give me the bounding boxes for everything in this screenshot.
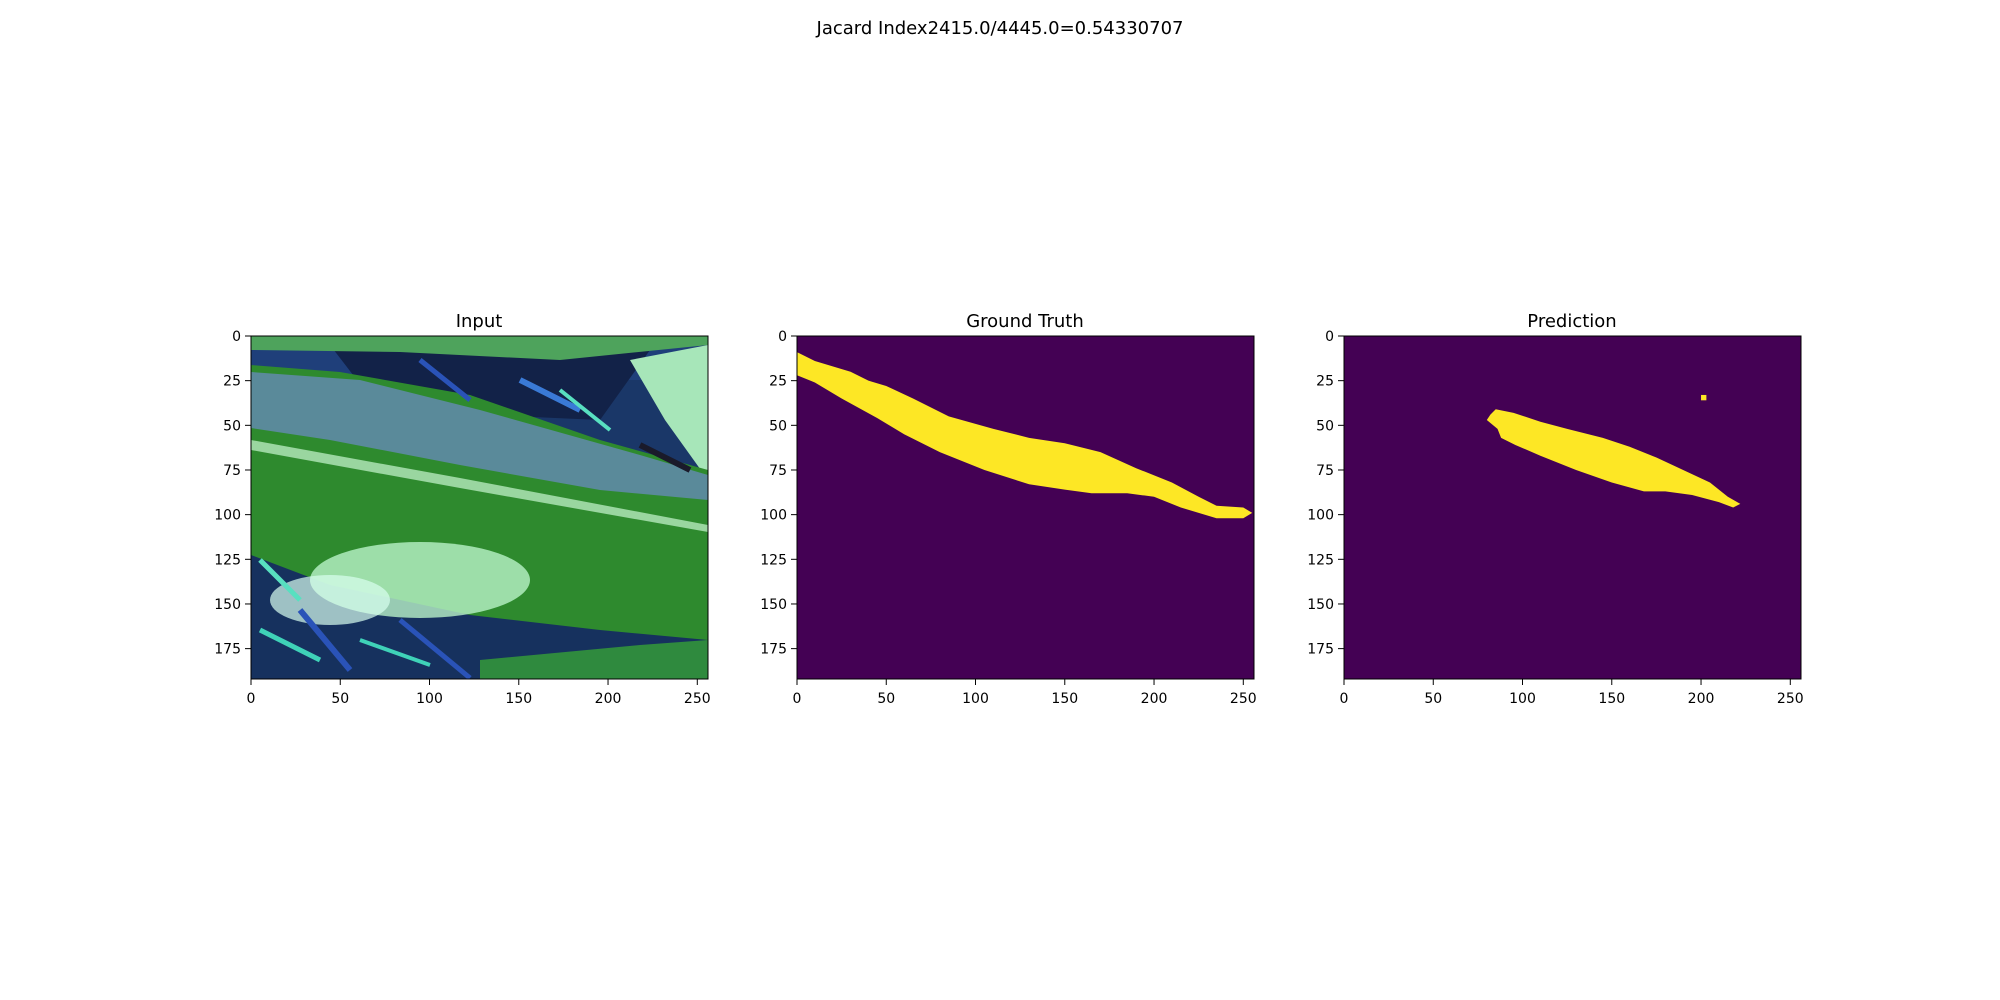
prediction-xtick-label: 0 [1340,691,1349,707]
prediction-ytick-label: 100 [1307,508,1334,524]
prediction-panel: Prediction 0 50 100 150 200 250 0 25 50 75 100 125 1… [1307,311,1803,707]
prediction-xtick-label: 50 [1424,691,1442,707]
input-xtick-label: 200 [595,691,622,707]
ground-truth-xtick-label: 100 [962,691,989,707]
ground-truth-axes-frame [796,335,1255,680]
prediction-ytick-label: 25 [1316,374,1334,390]
input-panel: Input [214,311,710,707]
input-ytick-label: 150 [214,597,241,613]
ground-truth-ytick-label: 175 [760,642,787,658]
prediction-xtick-label: 100 [1509,691,1536,707]
ground-truth-ytick-label: 25 [769,374,787,390]
prediction-mask-background [1344,336,1801,679]
ground-truth-mask-region [797,352,1253,519]
input-ytick-label: 100 [214,508,241,524]
input-xtick-label: 150 [505,691,532,707]
figure-suptitle: Jacard Index2415.0/4445.0=0.54330707 [816,18,1184,39]
input-xtick-label: 250 [684,691,711,707]
ground-truth-ytick-label: 75 [769,463,787,479]
input-image [251,336,708,679]
prediction-xtick-label: 150 [1598,691,1625,707]
ground-truth-xtick-label: 250 [1230,691,1257,707]
prediction-ytick-label: 150 [1307,597,1334,613]
prediction-ytick-label: 175 [1307,642,1334,658]
ground-truth-ytick-label: 125 [760,552,787,568]
input-ytick-label: 175 [214,642,241,658]
input-xtick-label: 100 [416,691,443,707]
prediction-xtick-label: 250 [1777,691,1804,707]
prediction-axes-frame [1343,335,1802,680]
prediction-ytick-label: 125 [1307,552,1334,568]
prediction-ytick-label: 50 [1316,418,1334,434]
prediction-ytick-label: 0 [1325,329,1334,345]
input-ytick-label: 125 [214,552,241,568]
ground-truth-ytick-label: 100 [760,508,787,524]
ground-truth-panel-title: Ground Truth [966,311,1084,332]
prediction-ticks: 0 50 100 150 200 250 0 25 50 75 100 125 150 175 [1307,329,1803,707]
prediction-ytick-label: 75 [1316,463,1334,479]
input-ticks: 0 50 100 150 200 250 0 25 50 75 100 125 150 175 [214,329,710,707]
input-ytick-label: 75 [223,463,241,479]
ground-truth-xtick-label: 50 [877,691,895,707]
prediction-xtick-label: 200 [1688,691,1715,707]
ground-truth-ytick-label: 150 [760,597,787,613]
ground-truth-xtick-label: 0 [793,691,802,707]
ground-truth-xtick-label: 150 [1051,691,1078,707]
input-axes-frame [250,335,709,680]
ground-truth-panel: Ground Truth 0 50 100 150 200 250 0 25 50 75 100 12… [760,311,1256,707]
prediction-panel-title: Prediction [1527,311,1616,332]
ground-truth-ytick-label: 50 [769,418,787,434]
input-xtick-label: 50 [331,691,349,707]
prediction-mask-speck [1701,394,1707,401]
input-panel-title: Input [456,311,503,332]
prediction-mask-region [1486,409,1741,508]
input-ytick-label: 50 [223,418,241,434]
ground-truth-ytick-label: 0 [778,329,787,345]
ground-truth-xtick-label: 200 [1141,691,1168,707]
ground-truth-ticks: 0 50 100 150 200 250 0 25 50 75 100 125 150 175 [760,329,1256,707]
input-xtick-label: 0 [247,691,256,707]
input-ytick-label: 0 [232,329,241,345]
input-ytick-label: 25 [223,374,241,390]
